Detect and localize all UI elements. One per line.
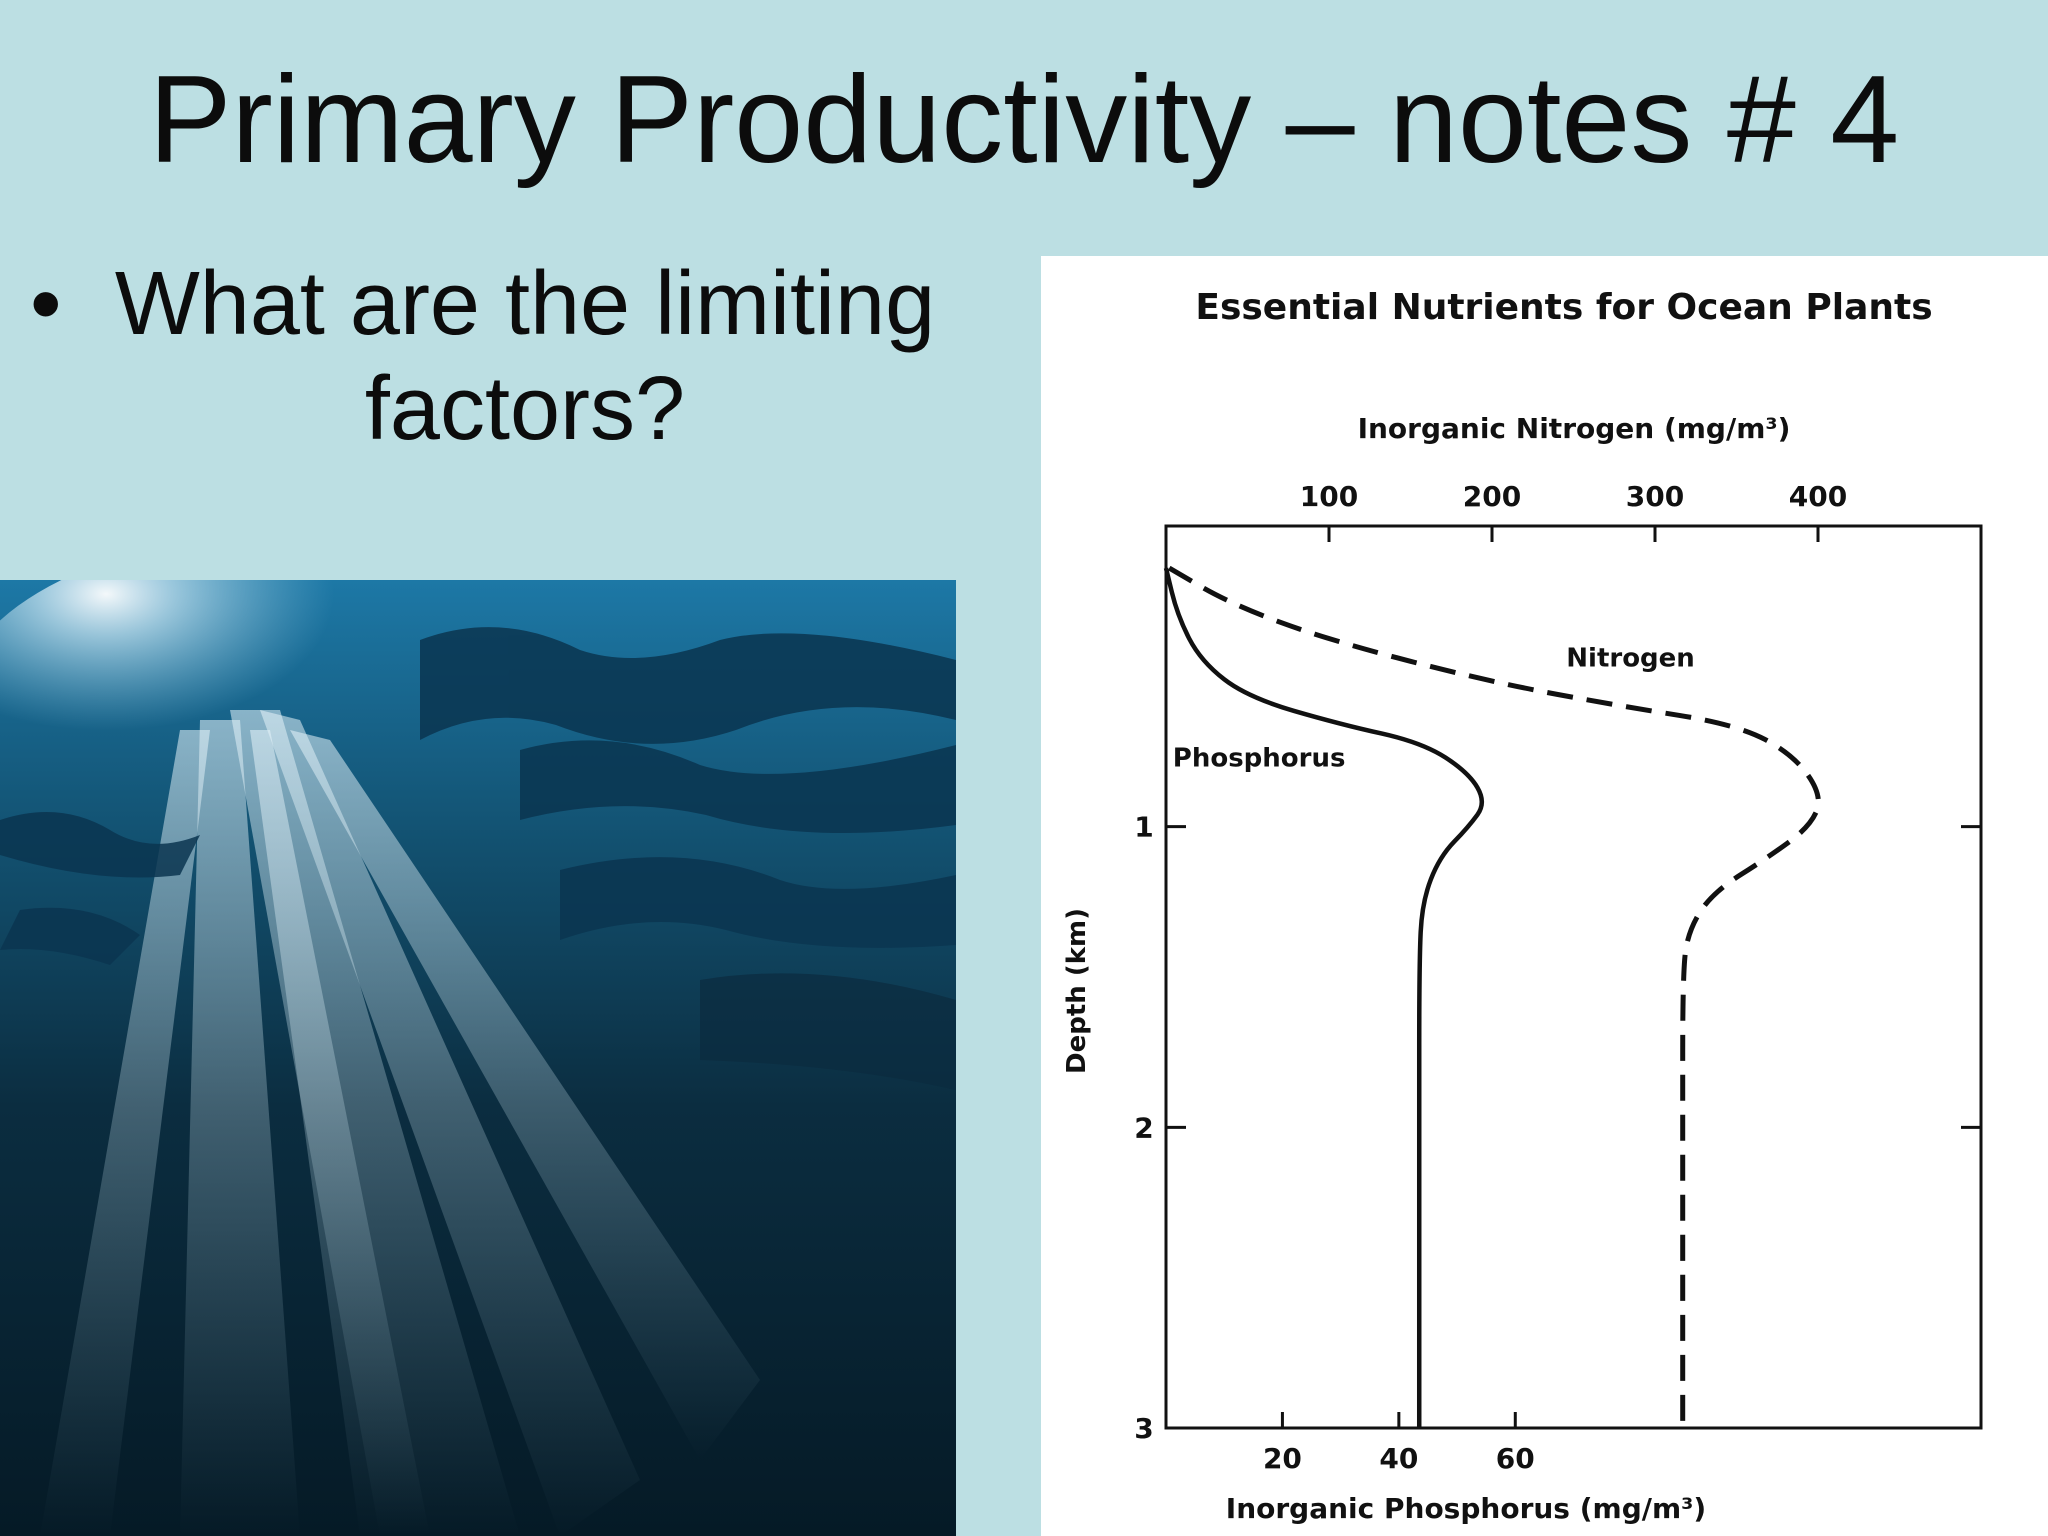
nitrogen-series-line — [1168, 565, 1821, 1428]
chart-title: Essential Nutrients for Ocean Plants — [1195, 287, 1932, 328]
left-tick-label: 2 — [1134, 1111, 1153, 1144]
top-tick-label: 100 — [1300, 480, 1358, 513]
bullet-marker: • — [30, 254, 62, 354]
left-axis-ticks: 1 2 3 — [1134, 811, 1981, 1445]
bottom-tick-label: 20 — [1263, 1442, 1302, 1475]
phosphorus-series-line — [1163, 567, 1485, 1428]
bottom-tick-label: 40 — [1379, 1442, 1418, 1475]
slide-title: Primary Productivity – notes # 4 — [148, 51, 1900, 189]
left-tick-label: 3 — [1134, 1412, 1153, 1445]
phosphorus-series-label: Phosphorus — [1173, 744, 1346, 774]
x-top-axis-label: Inorganic Nitrogen (mg/m³) — [1358, 412, 1791, 445]
nutrient-chart-figure: Essential Nutrients for Ocean Plants Ino… — [1041, 256, 2048, 1536]
underwater-scene-illustration — [0, 580, 956, 1536]
top-tick-label: 200 — [1463, 480, 1521, 513]
bullet-text: What are the limiting factors? — [114, 254, 936, 460]
y-axis-label: Depth (km) — [1062, 908, 1092, 1074]
top-tick-label: 400 — [1789, 480, 1847, 513]
nitrogen-series-label: Nitrogen — [1566, 643, 1695, 673]
bottom-tick-label: 60 — [1496, 1442, 1535, 1475]
bullet-point: • What are the limiting factors? — [30, 252, 960, 463]
series-layer: Phosphorus Nitrogen — [1163, 565, 1821, 1428]
x-bottom-axis-label: Inorganic Phosphorus (mg/m³) — [1226, 1492, 1706, 1525]
top-tick-label: 300 — [1626, 480, 1684, 513]
plot-frame — [1164, 524, 1983, 1430]
nutrient-depth-chart: Essential Nutrients for Ocean Plants Ino… — [1062, 287, 1983, 1525]
bottom-axis-ticks: 20 40 60 — [1263, 1412, 1535, 1475]
underwater-sunlight-photo — [0, 580, 956, 1536]
left-tick-label: 1 — [1134, 811, 1153, 844]
top-axis-ticks: 100 200 300 400 — [1300, 480, 1847, 542]
